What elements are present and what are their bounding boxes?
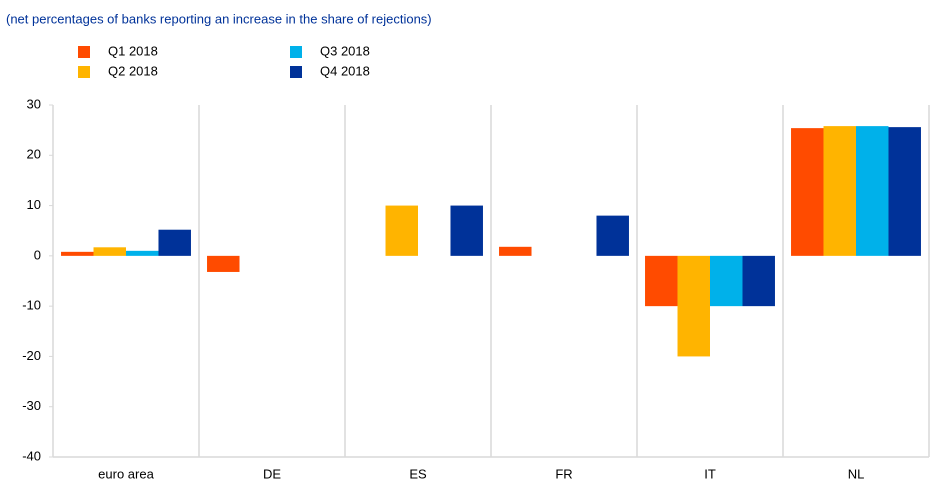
y-tick-label: -40 — [22, 448, 41, 463]
bar — [385, 205, 418, 256]
bar — [791, 128, 824, 256]
y-tick-label: -10 — [22, 298, 41, 313]
legend-label: Q2 2018 — [108, 63, 158, 78]
y-tick-label: 30 — [27, 96, 41, 111]
x-tick-label: IT — [704, 466, 716, 481]
legend-swatch — [78, 46, 90, 58]
legend-swatch — [78, 66, 90, 78]
bar — [710, 255, 743, 307]
x-tick-label: FR — [555, 466, 572, 481]
bar — [888, 127, 921, 256]
legend-label: Q1 2018 — [108, 43, 158, 58]
y-tick-label: -20 — [22, 348, 41, 363]
y-tick-label: -30 — [22, 398, 41, 413]
bar — [742, 255, 775, 307]
legend-label: Q4 2018 — [320, 63, 370, 78]
legend-label: Q3 2018 — [320, 43, 370, 58]
bar — [207, 255, 240, 272]
x-tick-label: DE — [263, 466, 281, 481]
bar — [93, 247, 126, 256]
bar — [645, 255, 678, 307]
y-tick-label: 10 — [27, 197, 41, 212]
bar — [126, 250, 159, 256]
bar — [823, 126, 856, 256]
bar — [677, 255, 710, 357]
y-tick-label: 20 — [27, 147, 41, 162]
legend-swatch — [290, 66, 302, 78]
bar — [158, 229, 191, 256]
x-tick-label: euro area — [98, 466, 154, 481]
bar — [596, 215, 629, 256]
x-tick-label: NL — [848, 466, 865, 481]
y-tick-label: 0 — [34, 247, 41, 262]
bar — [450, 205, 483, 256]
bar — [499, 246, 532, 256]
bar — [856, 126, 889, 256]
bar — [61, 251, 94, 256]
legend-swatch — [290, 46, 302, 58]
chart-subtitle: (net percentages of banks reporting an i… — [6, 11, 432, 26]
x-tick-label: ES — [409, 466, 427, 481]
